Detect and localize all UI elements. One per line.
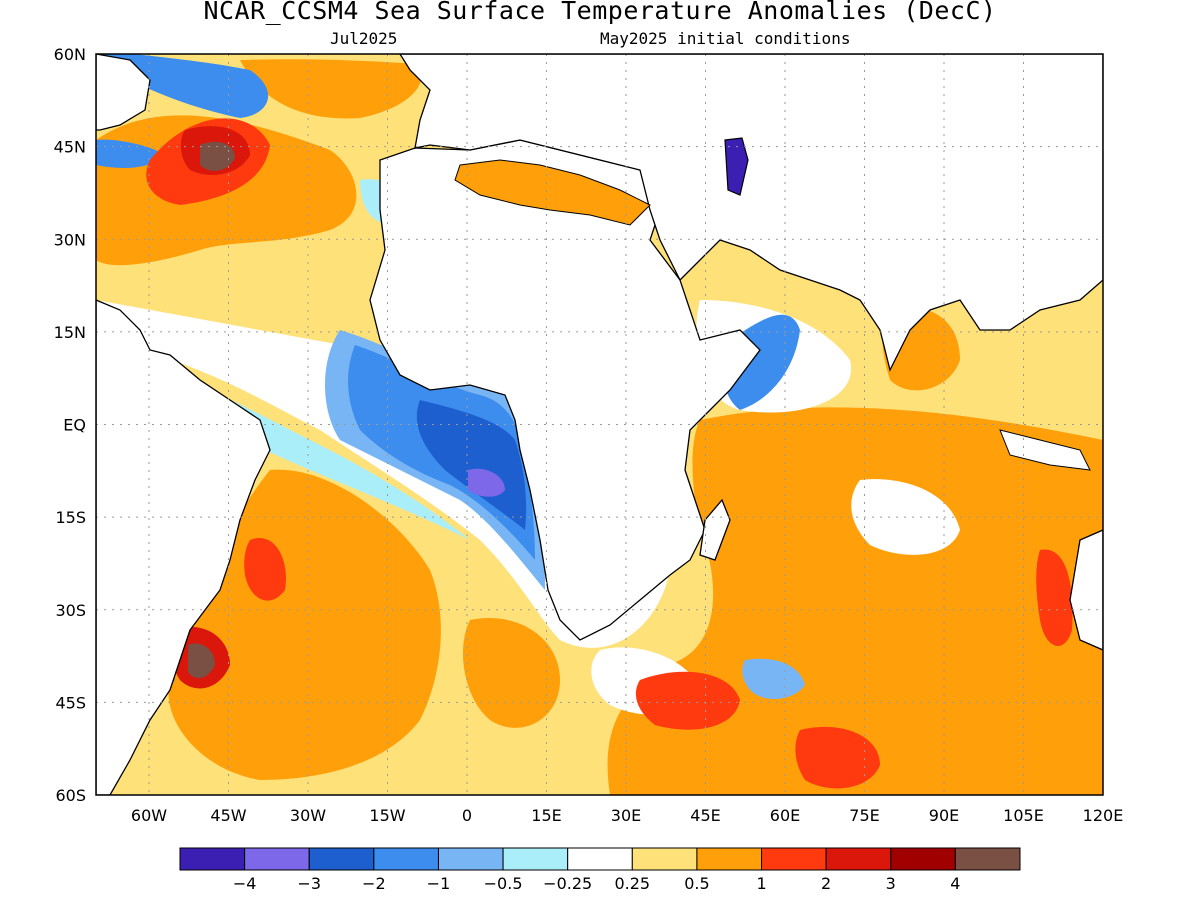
colorbar-tick-label: 0.5 [684,874,709,893]
longitude-labels: 60W 45W 30W 15W 0 15E 30E 45E 60E 75E 90E 105E 120E [131,806,1123,825]
longitude-label: 45W [210,806,246,825]
colorbar-tick-label: −2 [362,874,386,893]
latitude-label: EQ [63,416,86,435]
latitude-label: 15N [54,323,86,342]
colorbar-swatch [502,847,569,871]
longitude-label: 45E [690,806,720,825]
latitude-label: 15S [55,508,86,527]
colorbar-swatch [567,847,633,871]
agulhas-warm [462,618,560,728]
colorbar-swatch [954,847,1021,871]
longitude-label: 90E [929,806,959,825]
colorbar-tick-label: 1 [756,874,766,893]
colorbar-tick-label: −1 [427,874,451,893]
latitude-label: 30S [55,601,86,620]
latitude-label: 45S [55,693,86,712]
colorbar-swatch [631,847,698,871]
colorbar-tick-label: −4 [233,874,257,893]
madagascar-land [699,498,731,561]
longitude-label: 105E [1003,806,1044,825]
south-atlantic-hot [244,538,286,601]
colorbar-tick-label: 2 [821,874,831,893]
colorbar-tick-label: 4 [950,874,960,893]
colorbar-swatch [373,847,439,871]
mediterranean-sea [454,159,651,226]
latitude-label: 30N [54,230,86,249]
longitude-label: 60W [131,806,167,825]
latitude-label: 60S [55,786,86,805]
colorbar-swatch [437,847,504,871]
forecast-month: Jul2025 [330,29,398,48]
latitude-label: 60N [54,45,86,64]
colorbar-swatch [179,847,246,871]
latitude-label: 45N [54,138,86,157]
map-frame [95,53,1104,796]
land-masses [96,54,1103,795]
longitude-label: 15W [369,806,405,825]
longitude-label: 15E [531,806,561,825]
colorbar-tick-label: −0.5 [484,874,523,893]
color-legend: −4 −3 −2 −1 −0.5 −0.25 0.25 0.5 1 2 3 4 [179,847,1021,893]
south-america-land [96,299,271,795]
longitude-label: 30W [290,806,326,825]
colorbar-tick-label: −0.25 [543,874,592,893]
australia-land [1069,529,1103,651]
brazil-malvinas-extreme [188,643,215,679]
southern-indian-hot [635,671,740,730]
colorbar-tick-label: 3 [886,874,896,893]
colorbar-swatch [761,847,827,871]
west-australia-hot [1036,549,1073,647]
longitude-label: 75E [849,806,879,825]
colorbar-tick-label: −3 [297,874,321,893]
longitude-label: 0 [462,806,472,825]
colorbar-swatch [890,847,956,871]
initial-conditions: May2025 initial conditions [600,29,851,48]
longitude-label: 60E [770,806,800,825]
colorbar-swatch [696,847,763,871]
south-atlantic-warm [168,469,441,780]
colorbar-swatch [308,847,375,871]
far-south-hot [795,726,880,789]
southern-cold-patch [742,658,805,700]
colorbar-swatch [825,847,892,871]
colorbar-tick-label: 0.25 [614,874,650,893]
colorbar-swatch [244,847,310,871]
north-atlantic-warm-patch [240,59,422,119]
latitude-labels: 60N 45N 30N 15N EQ 15S 30S 45S 60S [54,45,86,805]
longitude-label: 30E [611,806,641,825]
cold-tongue-extreme [468,468,505,497]
eurasia-land [399,54,1103,372]
longitude-label: 120E [1083,806,1124,825]
caspian-sea [724,137,749,196]
cold-tongue-core [416,400,527,530]
indonesia-land [999,429,1091,471]
gulf-stream-extreme [200,141,235,171]
map-title: NCAR_CCSM4 Sea Surface Temperature Anoma… [203,0,997,25]
